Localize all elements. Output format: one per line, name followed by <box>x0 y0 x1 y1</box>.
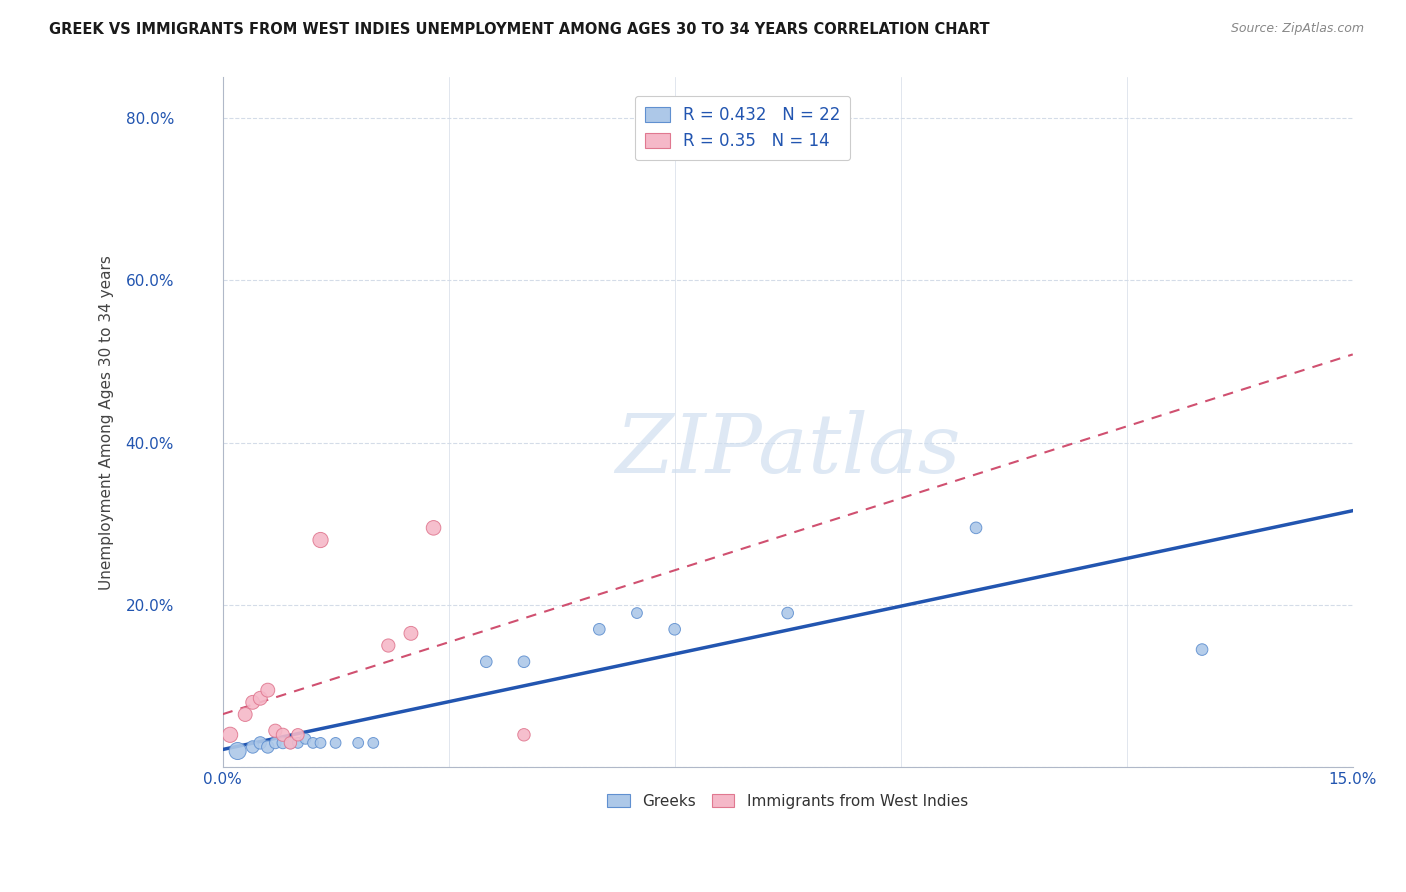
Point <box>271 728 294 742</box>
Point <box>626 606 648 620</box>
Point <box>361 736 384 750</box>
Text: GREEK VS IMMIGRANTS FROM WEST INDIES UNEMPLOYMENT AMONG AGES 30 TO 34 YEARS CORR: GREEK VS IMMIGRANTS FROM WEST INDIES UNE… <box>49 22 990 37</box>
Point <box>347 736 370 750</box>
Point <box>309 736 332 750</box>
Point <box>271 736 294 750</box>
Text: ZIPatlas: ZIPatlas <box>614 410 960 490</box>
Y-axis label: Unemployment Among Ages 30 to 34 years: Unemployment Among Ages 30 to 34 years <box>100 255 114 590</box>
Point <box>280 736 302 750</box>
Point <box>264 723 287 738</box>
Point <box>256 739 278 754</box>
Point <box>256 683 278 698</box>
Point <box>287 728 309 742</box>
Point <box>965 521 987 535</box>
Text: Source: ZipAtlas.com: Source: ZipAtlas.com <box>1230 22 1364 36</box>
Point <box>280 736 302 750</box>
Point <box>219 728 242 742</box>
Point <box>309 533 332 547</box>
Point <box>294 731 316 746</box>
Point <box>325 736 347 750</box>
Point <box>475 655 498 669</box>
Point <box>377 639 399 653</box>
Point <box>226 744 249 758</box>
Point <box>399 626 422 640</box>
Point <box>264 736 287 750</box>
Legend: Greeks, Immigrants from West Indies: Greeks, Immigrants from West Indies <box>602 788 974 814</box>
Point <box>249 691 271 706</box>
Point <box>588 622 610 636</box>
Point <box>233 707 256 722</box>
Point <box>422 521 444 535</box>
Point <box>776 606 799 620</box>
Point <box>242 695 264 709</box>
Point <box>287 736 309 750</box>
Point <box>513 655 536 669</box>
Point <box>249 736 271 750</box>
Point <box>302 736 325 750</box>
Point <box>1191 642 1213 657</box>
Point <box>664 622 686 636</box>
Point <box>242 739 264 754</box>
Point <box>513 728 536 742</box>
